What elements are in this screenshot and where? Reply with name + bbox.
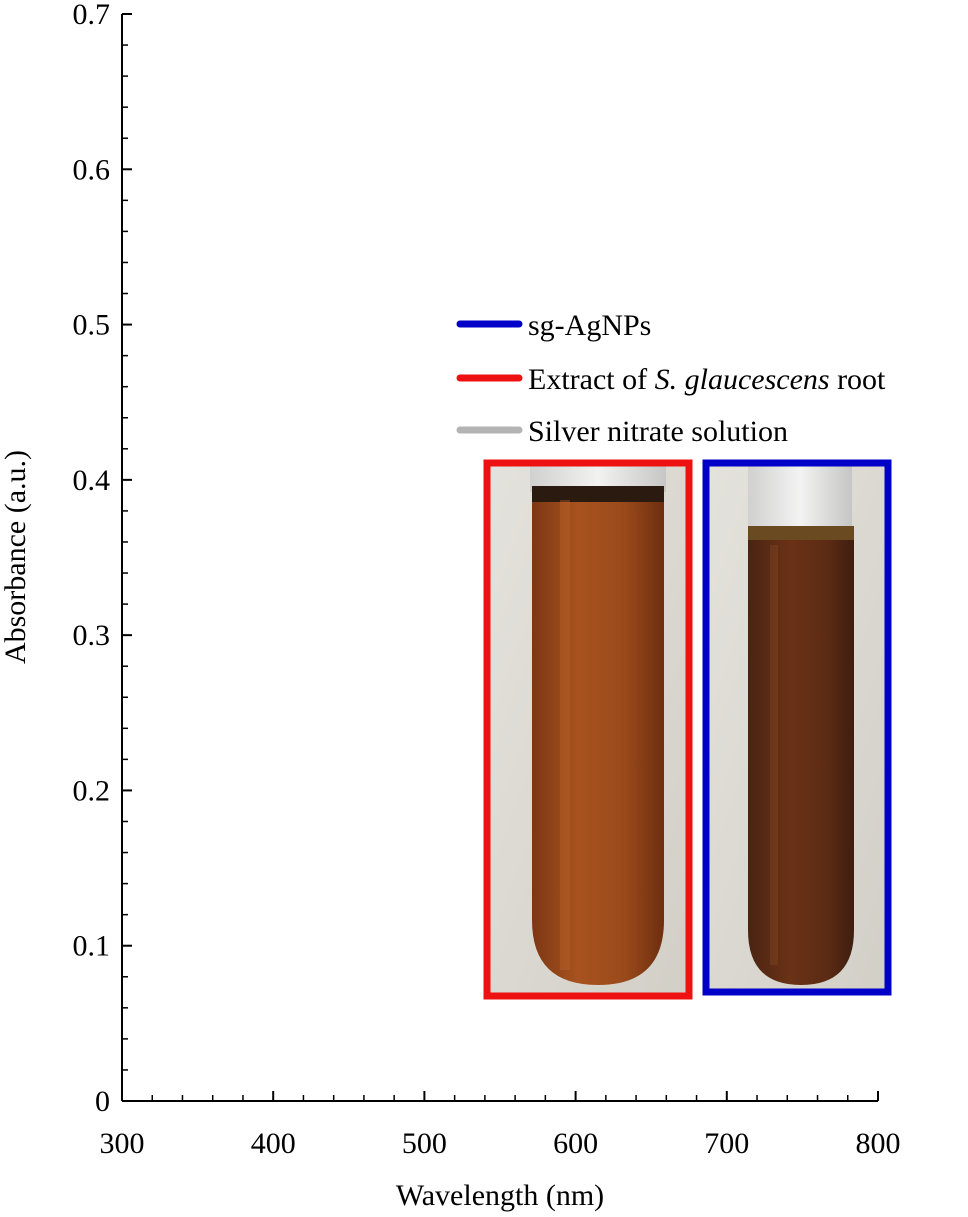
y-ticks bbox=[122, 13, 132, 1102]
legend-entry-extract: Extract of S. glaucescens root bbox=[456, 363, 886, 396]
y-tick-label: 0.6 bbox=[73, 153, 111, 186]
legend-label-extract-suffix: root bbox=[830, 363, 886, 396]
y-axis-title: Absorbance (a.u.) bbox=[0, 450, 32, 664]
legend-entry-sg-agnps: sg-AgNPs bbox=[456, 309, 651, 342]
tube-extract bbox=[532, 494, 664, 985]
x-axis-title: Wavelength (nm) bbox=[396, 1179, 604, 1212]
legend-label-extract-prefix: Extract of bbox=[528, 363, 655, 396]
inset-photo-agnps bbox=[702, 459, 892, 996]
legend-label-silver-nitrate: Silver nitrate solution bbox=[528, 415, 788, 448]
inset-photo-extract bbox=[483, 459, 693, 1000]
axes: 0 0.1 0.2 0.3 0.4 0.5 0.6 0.7 300 400 500 600 700 80… bbox=[73, 0, 901, 1160]
legend-label-sg-agnps: sg-AgNPs bbox=[528, 309, 651, 342]
y-tick-labels: 0 0.1 0.2 0.3 0.4 0.5 0.6 0.7 bbox=[73, 0, 111, 1118]
inset-frame-red bbox=[483, 459, 693, 1000]
y-tick-label: 0.5 bbox=[73, 309, 111, 342]
inset-frame-blue bbox=[702, 459, 892, 996]
y-tick-label: 0.7 bbox=[73, 0, 111, 31]
x-tick-label: 700 bbox=[704, 1127, 749, 1160]
y-tick-label: 0.4 bbox=[73, 464, 111, 497]
y-tick-label: 0.2 bbox=[73, 774, 111, 807]
tube-agnps bbox=[748, 532, 854, 985]
x-tick-label: 300 bbox=[100, 1127, 145, 1160]
legend-entry-silver-nitrate: Silver nitrate solution bbox=[456, 415, 788, 448]
y-tick-label: 0.1 bbox=[73, 930, 111, 963]
x-tick-labels: 300 400 500 600 700 800 bbox=[100, 1127, 901, 1160]
x-tick-label: 500 bbox=[402, 1127, 447, 1160]
x-tick-label: 800 bbox=[856, 1127, 901, 1160]
legend-label-extract: Extract of S. glaucescens root bbox=[528, 363, 886, 396]
x-ticks bbox=[121, 1091, 879, 1101]
y-tick-label: 0 bbox=[95, 1085, 110, 1118]
y-tick-label: 0.3 bbox=[73, 619, 111, 652]
legend: sg-AgNPs Extract of S. glaucescens root … bbox=[456, 309, 886, 448]
x-tick-label: 400 bbox=[251, 1127, 296, 1160]
legend-label-extract-species: S. glaucescens bbox=[655, 363, 830, 396]
x-tick-label: 600 bbox=[553, 1127, 598, 1160]
